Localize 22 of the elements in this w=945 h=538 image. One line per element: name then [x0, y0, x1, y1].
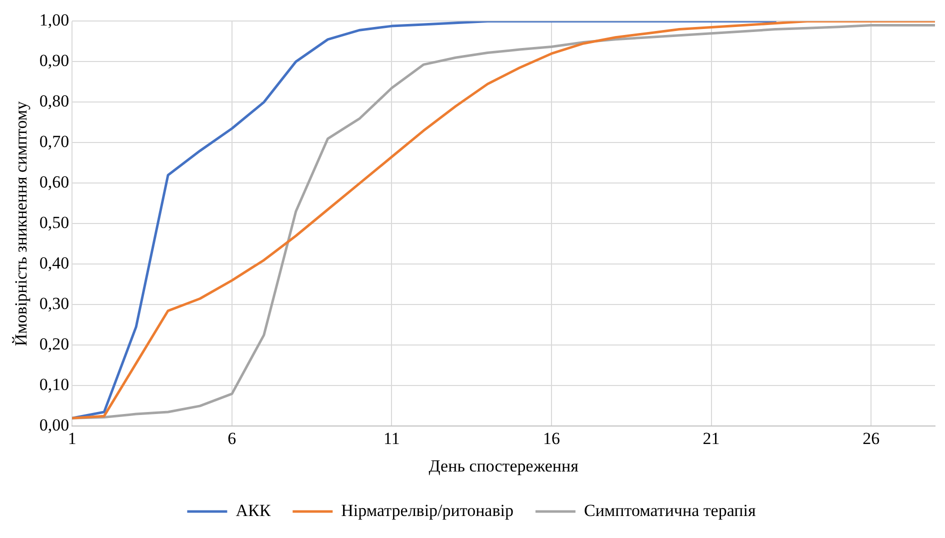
y-tick-label: 0,70: [39, 132, 70, 152]
legend-label: АКК: [236, 500, 272, 520]
y-tick-label: 0,40: [39, 254, 70, 273]
y-tick-label: 0,00: [39, 416, 70, 435]
legend-label: Симптоматична терапія: [584, 500, 756, 520]
y-tick-label: 0,50: [39, 213, 70, 232]
x-tick-label: 1: [68, 428, 76, 448]
x-axis-title: День спостереження: [428, 456, 579, 476]
y-tick-label: 0,20: [39, 334, 70, 354]
y-tick-label: 0,60: [39, 172, 70, 192]
x-tick-label: 21: [702, 428, 720, 448]
y-tick-label: 0,10: [39, 375, 70, 394]
x-tick-label: 6: [228, 428, 236, 448]
legend-label: Нірматрелвір/ритонавір: [341, 500, 514, 520]
y-tick-label: 0,30: [39, 294, 70, 314]
x-tick-label: 16: [543, 428, 560, 448]
x-tick-label: 11: [384, 428, 400, 448]
y-tick-label: 0,80: [39, 92, 70, 111]
y-tick-label: 0,90: [39, 51, 70, 70]
x-tick-label: 26: [862, 428, 880, 448]
y-axis-title: Ймовірність зникнення симптому: [12, 100, 31, 346]
y-tick-label: 1,00: [39, 10, 70, 30]
